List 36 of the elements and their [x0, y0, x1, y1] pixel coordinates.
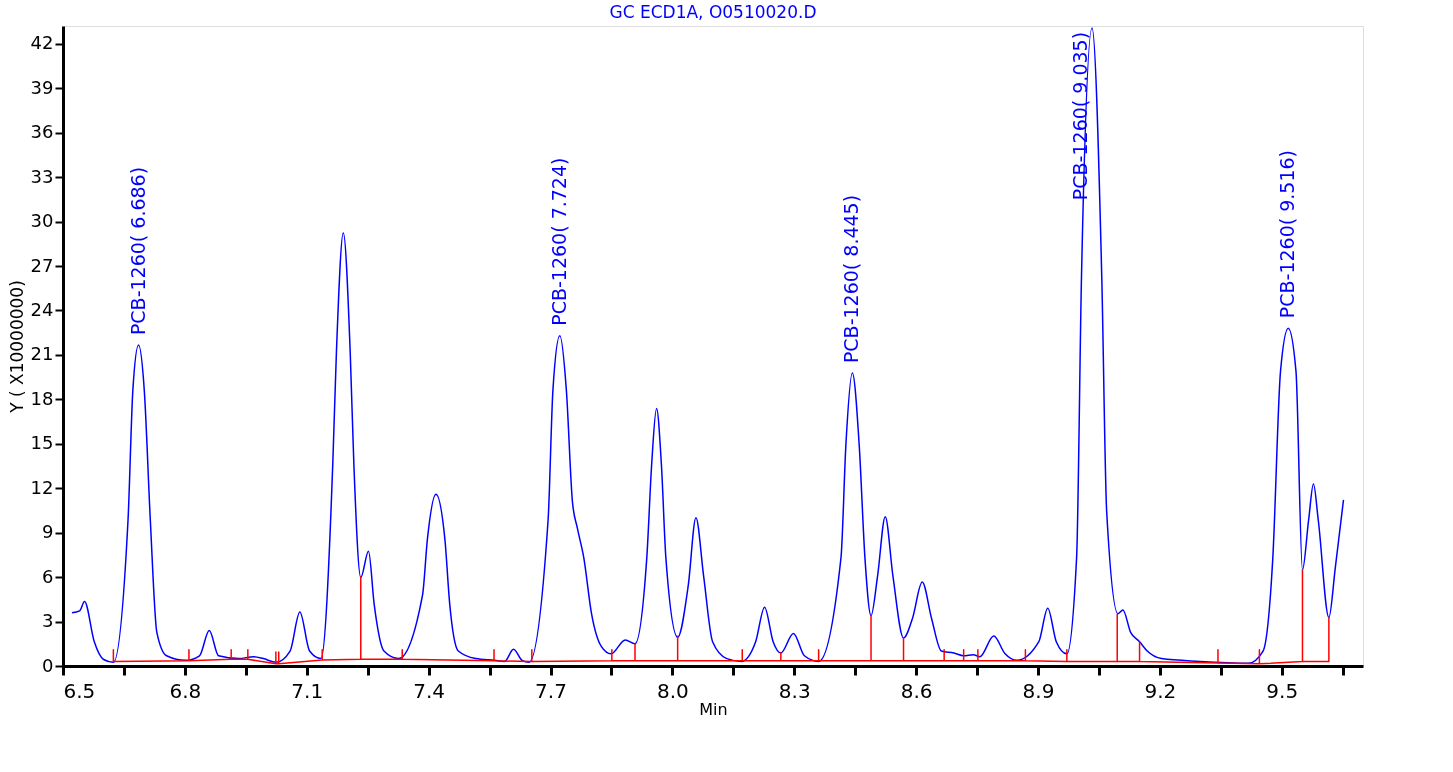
annotation: PCB-1260( 8.445) — [840, 194, 863, 364]
annotation: PCB-1260( 9.035) — [1069, 31, 1092, 201]
x-tick-label: 7.4 — [413, 678, 446, 703]
y-tick-label: 42 — [30, 32, 54, 54]
chart-title: GC ECD1A, O0510020.D — [609, 2, 817, 22]
y-tick-label: 6 — [42, 565, 54, 587]
x-tick-label: 7.7 — [535, 678, 567, 703]
y-tick-label: 21 — [30, 343, 54, 365]
x-axis-title: Min — [699, 699, 728, 719]
y-tick-label: 3 — [42, 610, 54, 632]
y-tick-label: 27 — [30, 254, 54, 276]
y-tick-label: 18 — [30, 387, 54, 409]
annotation: PCB-1260( 9.516) — [1276, 149, 1299, 319]
x-tick-label: 8.0 — [656, 678, 689, 703]
y-tick-label: 30 — [30, 210, 54, 232]
x-tick-label: 7.1 — [291, 678, 324, 703]
y-tick-label: 9 — [42, 521, 54, 543]
x-tick-label: 8.3 — [778, 678, 811, 703]
y-tick-label: 24 — [30, 298, 54, 320]
annotation: PCB-1260( 7.724) — [547, 157, 570, 326]
y-tick-label: 12 — [30, 476, 54, 498]
x-tick-label: 6.8 — [169, 678, 202, 703]
y-tick-label: 0 — [42, 654, 54, 676]
x-tick-label: 8.9 — [1022, 678, 1055, 703]
y-tick-label: 15 — [30, 432, 54, 454]
y-tick-label: 39 — [30, 76, 54, 98]
x-tick-label: 8.6 — [900, 678, 933, 703]
x-tick-label: 6.5 — [63, 678, 96, 703]
y-axis-title: Y ( X10000000) — [6, 280, 27, 414]
x-tick-label: 9.2 — [1144, 678, 1177, 703]
y-tick-label: 33 — [30, 165, 54, 187]
annotation: PCB-1260( 6.686) — [126, 166, 149, 336]
x-tick-label: 9.5 — [1266, 678, 1299, 703]
line-series — [71, 27, 1345, 664]
y-tick-label: 36 — [30, 121, 54, 143]
line-series — [112, 568, 1330, 665]
